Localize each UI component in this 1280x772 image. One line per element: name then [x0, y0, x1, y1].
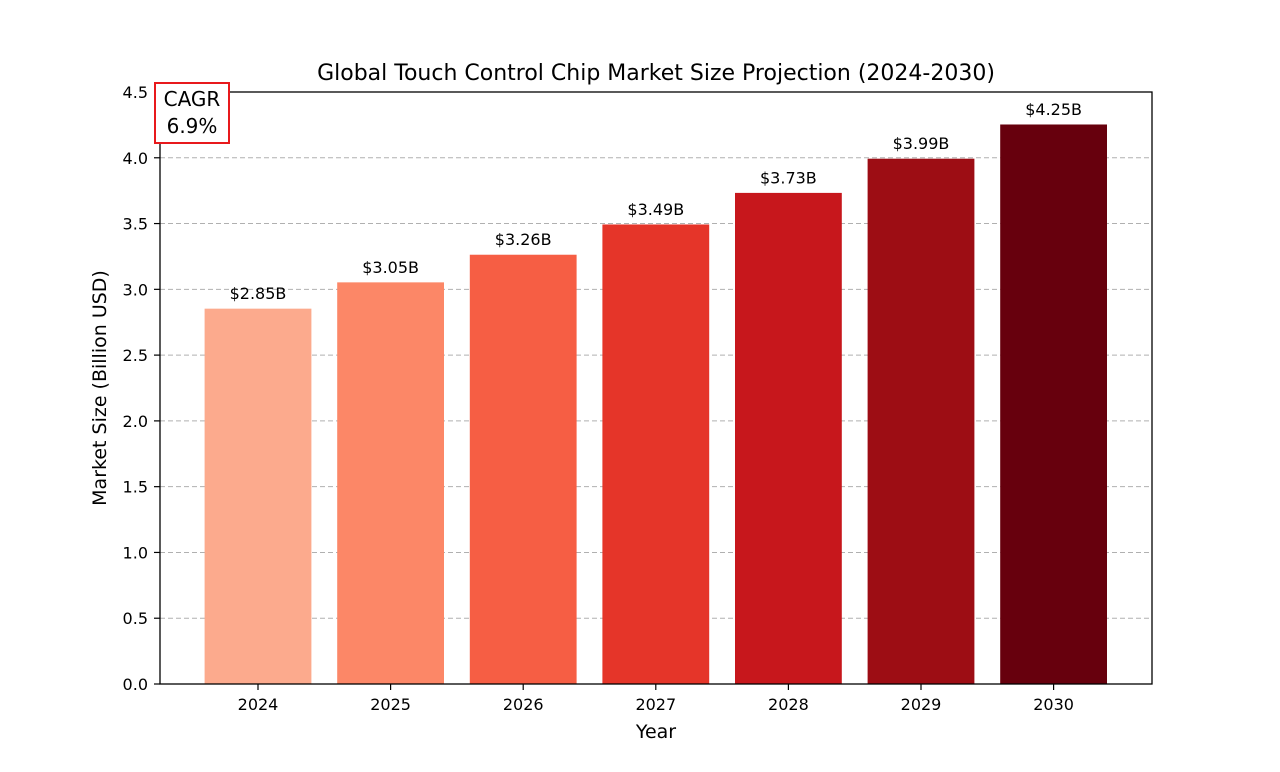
y-tick-label: 0.5	[123, 609, 148, 628]
x-tick-label: 2030	[1033, 695, 1074, 714]
y-tick-label: 3.5	[123, 215, 148, 234]
bar-2026	[469, 254, 577, 685]
bar-2025	[337, 282, 445, 685]
x-axis-ticks: 2024 2025 2026 2027 2028 2029 2030	[238, 684, 1074, 714]
x-tick-label: 2026	[503, 695, 544, 714]
y-tick-label: 1.0	[123, 543, 148, 562]
y-tick-label: 3.0	[123, 280, 148, 299]
bar-2029	[867, 158, 975, 685]
x-tick-label: 2025	[370, 695, 411, 714]
y-axis-ticks: 0.0 0.5 1.0 1.5 2.0 2.5 3.0 3.5 4.0 4.5	[123, 83, 160, 694]
bar-2030	[1000, 124, 1107, 685]
bar-value-label: $3.73B	[760, 168, 817, 187]
bar-value-label: $2.85B	[230, 284, 287, 303]
x-tick-label: 2024	[238, 695, 279, 714]
y-tick-label: 1.5	[123, 478, 148, 497]
bar-2028	[735, 192, 842, 685]
x-tick-label: 2029	[901, 695, 942, 714]
bar-value-label: $4.25B	[1025, 100, 1082, 119]
cagr-annotation: CAGR 6.9%	[154, 82, 230, 144]
x-tick-label: 2027	[635, 695, 676, 714]
bar-series	[204, 124, 1107, 685]
x-axis-label: Year	[635, 721, 676, 743]
bar-value-label: $3.26B	[495, 230, 552, 249]
y-tick-label: 2.0	[123, 412, 148, 431]
y-tick-label: 4.0	[123, 149, 148, 168]
bar-2024	[204, 308, 312, 685]
bar-value-label: $3.05B	[362, 258, 419, 277]
bar-2027	[602, 224, 710, 685]
bar-value-label: $3.99B	[893, 134, 950, 153]
y-tick-label: 0.0	[123, 675, 148, 694]
cagr-label: CAGR	[164, 87, 221, 111]
cagr-box	[154, 82, 230, 144]
y-tick-label: 4.5	[123, 83, 148, 102]
y-tick-label: 2.5	[123, 346, 148, 365]
x-tick-label: 2028	[768, 695, 809, 714]
chart-title: Global Touch Control Chip Market Size Pr…	[317, 61, 995, 86]
bar-value-label: $3.49B	[627, 200, 684, 219]
bar-value-labels: $2.85B $3.05B $3.26B $3.49B $3.73B $3.99B $4.2…	[230, 100, 1082, 303]
cagr-value: 6.9%	[167, 114, 218, 138]
y-axis-label: Market Size (Billion USD)	[89, 270, 111, 506]
